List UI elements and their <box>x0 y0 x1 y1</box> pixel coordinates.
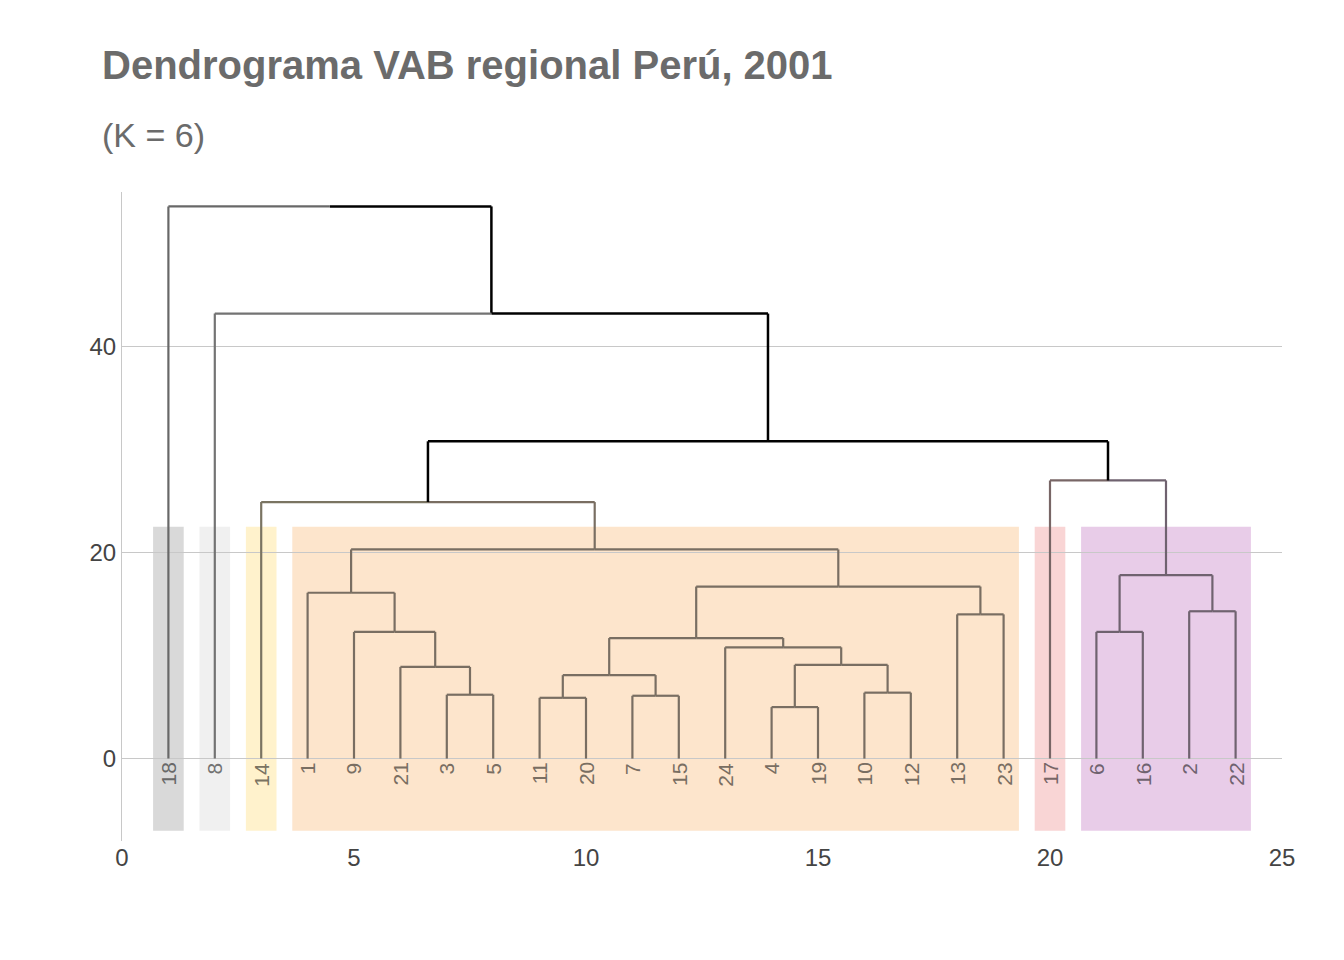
svg-text:11: 11 <box>528 762 551 784</box>
svg-text:3: 3 <box>435 763 458 775</box>
svg-text:16: 16 <box>1132 763 1155 786</box>
svg-text:14: 14 <box>250 763 273 787</box>
svg-text:4: 4 <box>760 762 783 774</box>
svg-text:(K = 6): (K = 6) <box>102 116 205 154</box>
svg-text:7: 7 <box>621 763 644 775</box>
svg-text:13: 13 <box>946 762 969 785</box>
svg-text:2: 2 <box>1178 763 1201 775</box>
svg-text:0: 0 <box>103 745 116 772</box>
svg-text:5: 5 <box>482 763 505 775</box>
svg-text:15: 15 <box>668 763 691 786</box>
svg-text:20: 20 <box>1037 844 1064 871</box>
svg-text:22: 22 <box>1225 762 1248 785</box>
svg-text:15: 15 <box>805 844 832 871</box>
svg-text:12: 12 <box>900 763 923 786</box>
svg-text:20: 20 <box>575 762 598 785</box>
svg-text:Dendrograma VAB regional Perú,: Dendrograma VAB regional Perú, 2001 <box>102 43 833 87</box>
svg-text:40: 40 <box>89 333 116 360</box>
svg-text:0: 0 <box>115 844 128 871</box>
svg-text:6: 6 <box>1085 763 1108 775</box>
svg-text:23: 23 <box>993 762 1016 785</box>
svg-text:21: 21 <box>389 762 412 785</box>
svg-text:25: 25 <box>1269 844 1296 871</box>
svg-text:9: 9 <box>342 763 365 775</box>
svg-text:17: 17 <box>1039 762 1062 785</box>
svg-text:1: 1 <box>296 763 319 775</box>
svg-text:5: 5 <box>347 844 360 871</box>
svg-text:20: 20 <box>89 539 116 566</box>
svg-text:10: 10 <box>573 844 600 871</box>
svg-text:10: 10 <box>853 762 876 785</box>
svg-text:18: 18 <box>157 762 180 785</box>
svg-text:8: 8 <box>203 763 226 775</box>
svg-text:24: 24 <box>714 763 737 787</box>
svg-text:19: 19 <box>807 762 830 785</box>
